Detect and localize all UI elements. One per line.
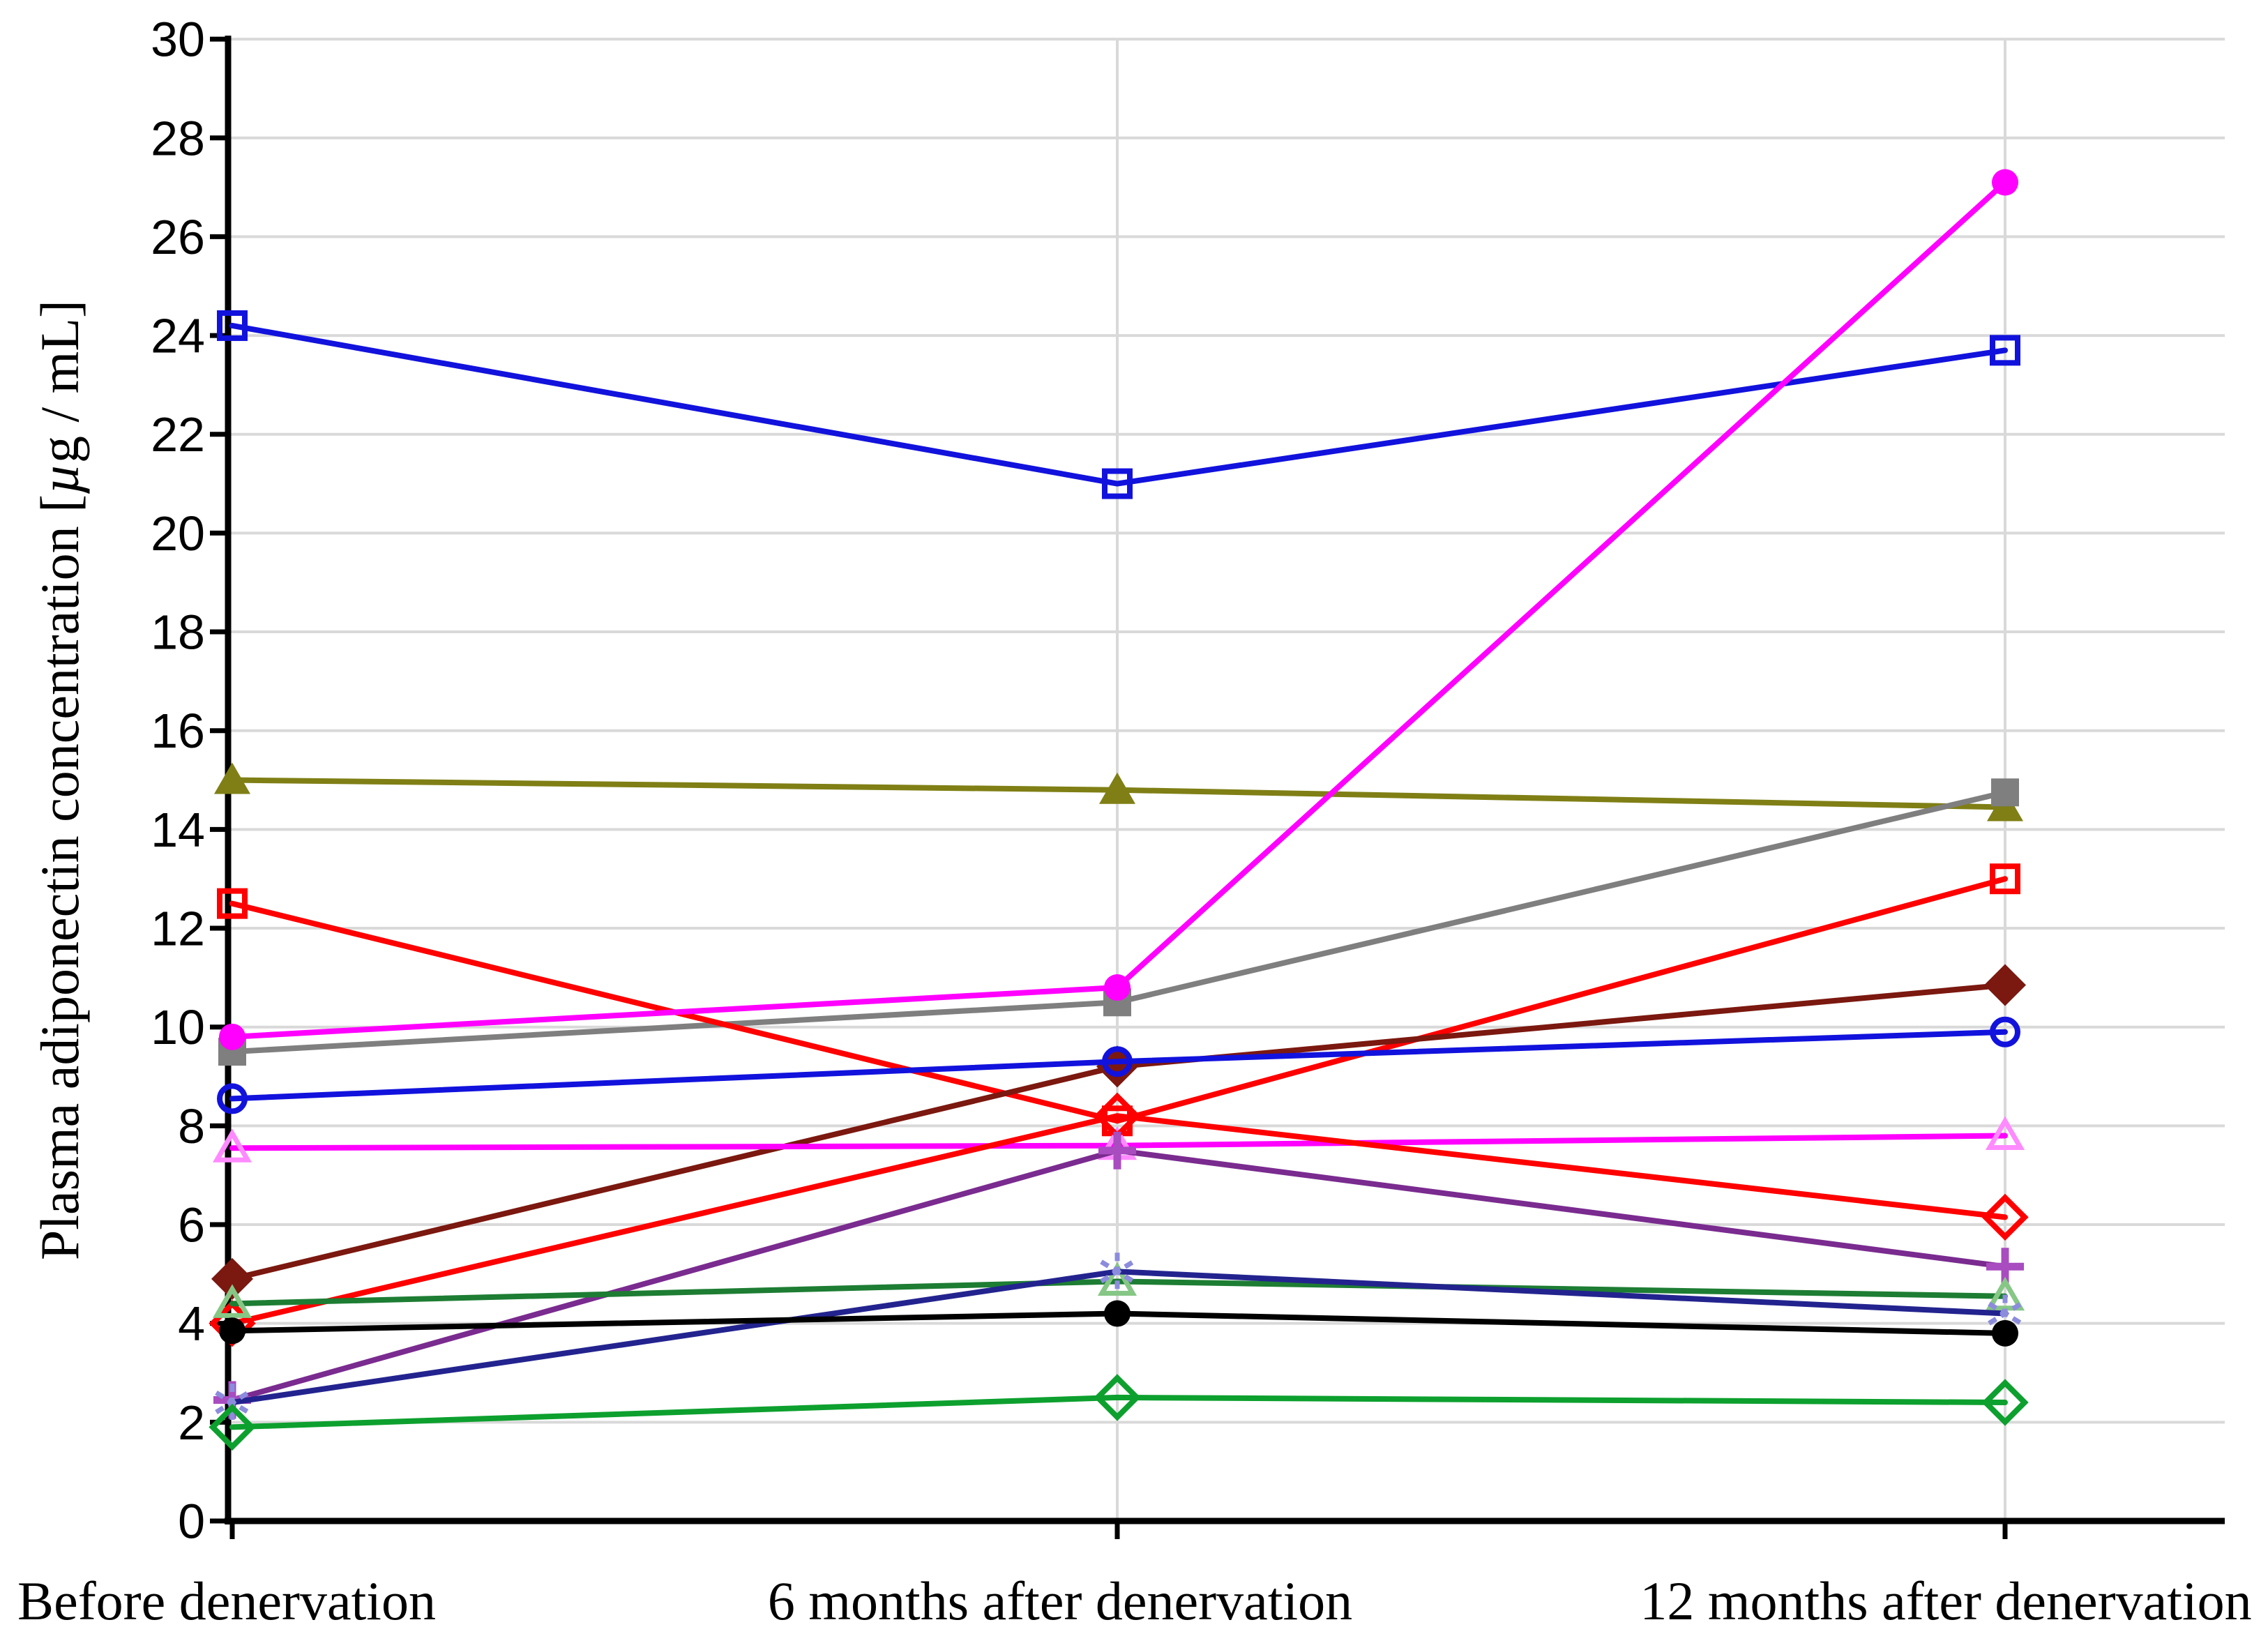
x-axis-category-label: 6 months after denervation bbox=[768, 1570, 1352, 1631]
series-red-open-square bbox=[217, 863, 2020, 1137]
y-tick-label: 28 bbox=[151, 111, 205, 165]
filled-circle-marker bbox=[1104, 1300, 1131, 1327]
y-tick-label: 30 bbox=[151, 13, 205, 67]
y-tick-label: 14 bbox=[151, 803, 205, 857]
y-tick-label: 26 bbox=[151, 210, 205, 264]
y-tick-label: 10 bbox=[151, 1000, 205, 1054]
y-tick-label: 22 bbox=[151, 407, 205, 462]
open-square-marker bbox=[1102, 468, 1133, 499]
open-square-marker bbox=[217, 310, 248, 341]
open-diamond-marker bbox=[209, 1403, 256, 1451]
series-line-blue-open-square bbox=[229, 322, 2008, 487]
asterisk-marker bbox=[215, 1391, 250, 1414]
filled-circle-marker bbox=[219, 1317, 245, 1345]
filled-circle-marker bbox=[1992, 1319, 2018, 1347]
filled-diamond-marker bbox=[1984, 964, 2026, 1006]
series-green-open-diamond bbox=[209, 1374, 2029, 1451]
filled-square-marker bbox=[1991, 778, 2019, 807]
y-tick-label: 6 bbox=[178, 1198, 205, 1252]
series-black-filled-circle bbox=[219, 1300, 2018, 1347]
open-square-marker bbox=[1990, 335, 2020, 366]
y-tick-label: 2 bbox=[178, 1395, 205, 1450]
y-tick-label: 18 bbox=[151, 605, 205, 660]
y-tick-label: 24 bbox=[151, 309, 205, 363]
open-diamond-marker bbox=[1981, 1379, 2029, 1426]
open-triangle-marker bbox=[212, 1128, 252, 1163]
y-tick-label: 8 bbox=[178, 1099, 205, 1153]
series-line-green-open-diamond bbox=[229, 1394, 2008, 1430]
y-axis-title: Plasma adiponectin concentration [µg / m… bbox=[29, 300, 90, 1260]
series-line-blue-open-circle bbox=[229, 1029, 2008, 1102]
y-tick-label: 20 bbox=[151, 506, 205, 561]
open-circle-marker bbox=[1990, 1016, 2020, 1047]
open-square-marker bbox=[1990, 863, 2020, 895]
open-circle-marker bbox=[1102, 1046, 1133, 1077]
series-line-red-open-diamond bbox=[229, 1113, 2008, 1326]
open-triangle-marker bbox=[1985, 1276, 2025, 1311]
filled-triangle-marker bbox=[1099, 772, 1135, 804]
series-line-red-open-square bbox=[229, 876, 2008, 1124]
series-blue-open-square bbox=[217, 310, 2020, 499]
asterisk-marker bbox=[1100, 1259, 1135, 1284]
filled-circle-marker bbox=[1104, 974, 1131, 1001]
filled-triangle-marker bbox=[214, 762, 250, 794]
open-circle-marker bbox=[217, 1083, 248, 1114]
series-blue-open-circle bbox=[217, 1016, 2020, 1114]
open-square-marker bbox=[217, 888, 248, 919]
y-tick-label: 16 bbox=[151, 704, 205, 758]
series-magenta-filled-circle bbox=[219, 169, 2018, 1050]
x-axis-category-label: Before denervation bbox=[17, 1570, 436, 1631]
open-triangle-marker bbox=[212, 1284, 252, 1318]
filled-diamond-marker bbox=[211, 1257, 253, 1300]
y-tick-label: 0 bbox=[178, 1494, 205, 1549]
x-axis-category-label: 12 months after denervation bbox=[1640, 1570, 2251, 1631]
asterisk-marker bbox=[1988, 1301, 2023, 1326]
filled-circle-marker bbox=[1992, 169, 2018, 196]
y-tick-label: 4 bbox=[178, 1296, 205, 1351]
open-triangle-marker bbox=[1985, 1116, 2025, 1151]
y-tick-label: 12 bbox=[151, 902, 205, 956]
filled-circle-marker bbox=[219, 1023, 245, 1050]
open-diamond-marker bbox=[1981, 1193, 2029, 1241]
open-diamond-marker bbox=[1094, 1374, 1141, 1421]
open-triangle-marker bbox=[1097, 1262, 1137, 1296]
